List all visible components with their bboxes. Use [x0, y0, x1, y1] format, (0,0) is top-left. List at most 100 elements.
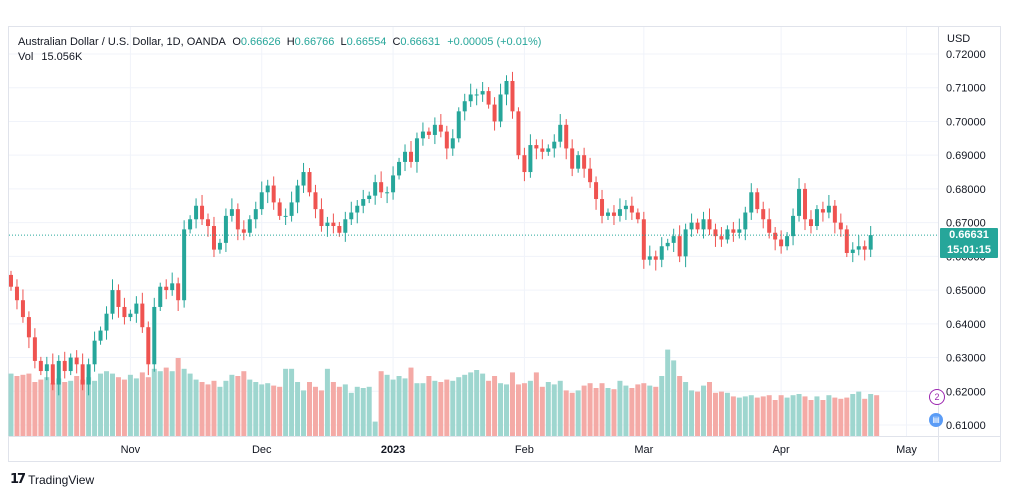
currency-label: USD: [947, 33, 971, 45]
volume-bar: [151, 368, 157, 436]
candle: [653, 256, 658, 260]
candle: [170, 283, 175, 291]
candle: [677, 236, 682, 257]
volume-bar: [38, 379, 44, 436]
volume-bar: [605, 388, 611, 436]
x-tick-label: Feb: [515, 444, 534, 456]
volume-bar: [671, 360, 677, 436]
candle: [808, 219, 813, 227]
candle: [773, 232, 778, 240]
y-tick-label: 0.67000: [946, 218, 986, 230]
candle: [546, 148, 551, 152]
candle: [397, 161, 402, 176]
volume-bar: [641, 383, 647, 436]
candle: [797, 188, 802, 216]
candle: [253, 209, 258, 220]
volume-bar: [56, 378, 62, 436]
volume-bar: [695, 391, 701, 436]
volume-bar: [336, 386, 342, 436]
candle: [516, 111, 521, 156]
candle: [850, 249, 855, 253]
candle: [570, 148, 575, 169]
candle: [444, 131, 449, 149]
candle: [600, 199, 605, 216]
candle: [188, 219, 193, 230]
volume-bar: [551, 384, 557, 436]
volume-bar: [68, 380, 74, 436]
volume-bar: [44, 377, 50, 436]
y-tick-label: 0.61000: [946, 420, 986, 432]
volume-bar: [169, 371, 175, 436]
candle: [820, 209, 825, 213]
candle: [122, 306, 127, 318]
volume-bar: [265, 383, 271, 436]
x-tick-label: 2023: [381, 444, 405, 456]
calendar-event-icon[interactable]: ▤: [929, 413, 943, 427]
volume-bar: [193, 379, 199, 436]
volume-bar: [647, 385, 653, 436]
candle: [56, 360, 61, 385]
volume-bar: [74, 376, 80, 436]
volume-bar: [838, 398, 844, 436]
candle: [695, 222, 700, 230]
candle: [44, 364, 49, 372]
volume-bar: [587, 383, 593, 436]
open-value: 0.66626: [240, 36, 281, 48]
y-tick-label: 0.70000: [946, 116, 986, 128]
tradingview-logo[interactable]: 17 TradingView: [10, 472, 94, 487]
candle: [498, 94, 503, 122]
candle: [206, 219, 211, 227]
volume-bar: [187, 373, 193, 436]
volume-bar: [539, 386, 545, 436]
volume-bar: [181, 368, 187, 436]
dividend-badge-icon[interactable]: 2: [929, 389, 945, 405]
volume-bar: [20, 374, 26, 436]
candle: [540, 148, 545, 152]
candle: [868, 235, 873, 250]
candle: [9, 274, 13, 287]
volume-bar: [408, 367, 414, 436]
volume-bar: [736, 397, 742, 436]
candle: [683, 229, 688, 257]
volume-bar: [86, 377, 92, 436]
volume-bar: [635, 384, 641, 436]
candle: [247, 219, 252, 233]
volume-bar: [724, 392, 730, 436]
volume-bar: [796, 394, 802, 436]
candle: [38, 360, 43, 372]
candle: [671, 236, 676, 243]
candle: [725, 229, 730, 240]
candle: [588, 168, 593, 183]
volume-bar: [653, 386, 659, 436]
candle: [271, 185, 276, 203]
candle: [355, 205, 360, 213]
candle: [856, 246, 861, 250]
volume-bar: [808, 400, 814, 436]
volume-bar: [253, 382, 259, 436]
symbol-title: Australian Dollar / U.S. Dollar, 1D, OAN…: [18, 36, 226, 48]
high-value: 0.66766: [294, 36, 335, 48]
volume-bar: [784, 397, 790, 436]
y-tick-label: 0.71000: [946, 83, 986, 95]
candle: [74, 357, 79, 365]
candle: [803, 188, 808, 220]
candle: [635, 212, 640, 220]
volume-bar: [283, 368, 289, 436]
volume-bar: [778, 395, 784, 436]
chart-legend: Australian Dollar / U.S. Dollar, 1D, OAN…: [18, 34, 541, 51]
candle: [164, 286, 169, 291]
volume-bar: [121, 379, 127, 436]
candle: [844, 229, 849, 253]
y-tick-label: 0.72000: [946, 49, 986, 61]
candle: [629, 205, 634, 213]
candle: [611, 212, 616, 216]
candle: [277, 202, 282, 216]
candle: [785, 236, 790, 247]
volume-bar: [844, 397, 850, 436]
volume-bar: [342, 384, 348, 436]
y-tick-label: 0.64000: [946, 319, 986, 331]
volume-bar: [474, 370, 480, 436]
candle: [20, 300, 25, 318]
candle: [420, 131, 425, 139]
